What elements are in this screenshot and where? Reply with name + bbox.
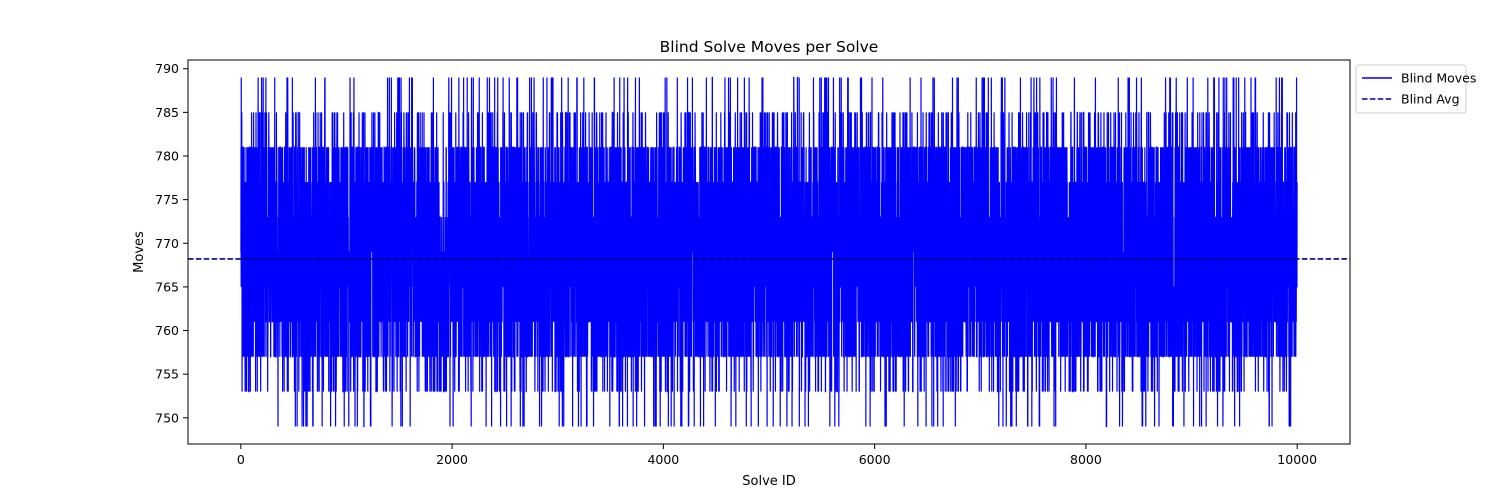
plot-area	[187, 59, 1351, 445]
legend-box	[1355, 64, 1467, 114]
y-tick-label: 785	[155, 105, 179, 120]
y-axis: 750 755 760 765 770 775 780 785 790	[155, 61, 188, 425]
series-line-blind-moves	[240, 76, 1298, 428]
x-axis: 0 2000 4000 6000 8000 10000	[237, 444, 1317, 467]
y-tick-label: 755	[155, 367, 179, 382]
x-tick-label: 4000	[647, 452, 679, 467]
x-tick-label: 8000	[1070, 452, 1102, 467]
y-tick-label: 775	[155, 192, 179, 207]
y-tick-label: 780	[155, 149, 179, 164]
y-tick-label: 765	[155, 279, 179, 294]
x-tick-label: 6000	[859, 452, 891, 467]
x-tick-label: 2000	[436, 452, 468, 467]
series-layer	[188, 76, 1350, 428]
x-tick-label: 10000	[1277, 452, 1317, 467]
legend-label-blind-avg: Blind Avg	[1401, 92, 1460, 107]
y-tick-label: 790	[155, 61, 179, 76]
legend: Blind Moves Blind Avg	[1355, 64, 1476, 114]
y-tick-label: 760	[155, 323, 179, 338]
x-axis-label: Solve ID	[742, 474, 796, 489]
y-tick-label: 750	[155, 410, 179, 425]
x-tick-label: 0	[237, 452, 245, 467]
y-axis-label: Moves	[132, 231, 147, 273]
plot-frame	[187, 59, 1351, 445]
chart-title: Blind Solve Moves per Solve	[660, 38, 879, 56]
y-tick-label: 770	[155, 236, 179, 251]
legend-label-blind-moves: Blind Moves	[1401, 71, 1476, 86]
